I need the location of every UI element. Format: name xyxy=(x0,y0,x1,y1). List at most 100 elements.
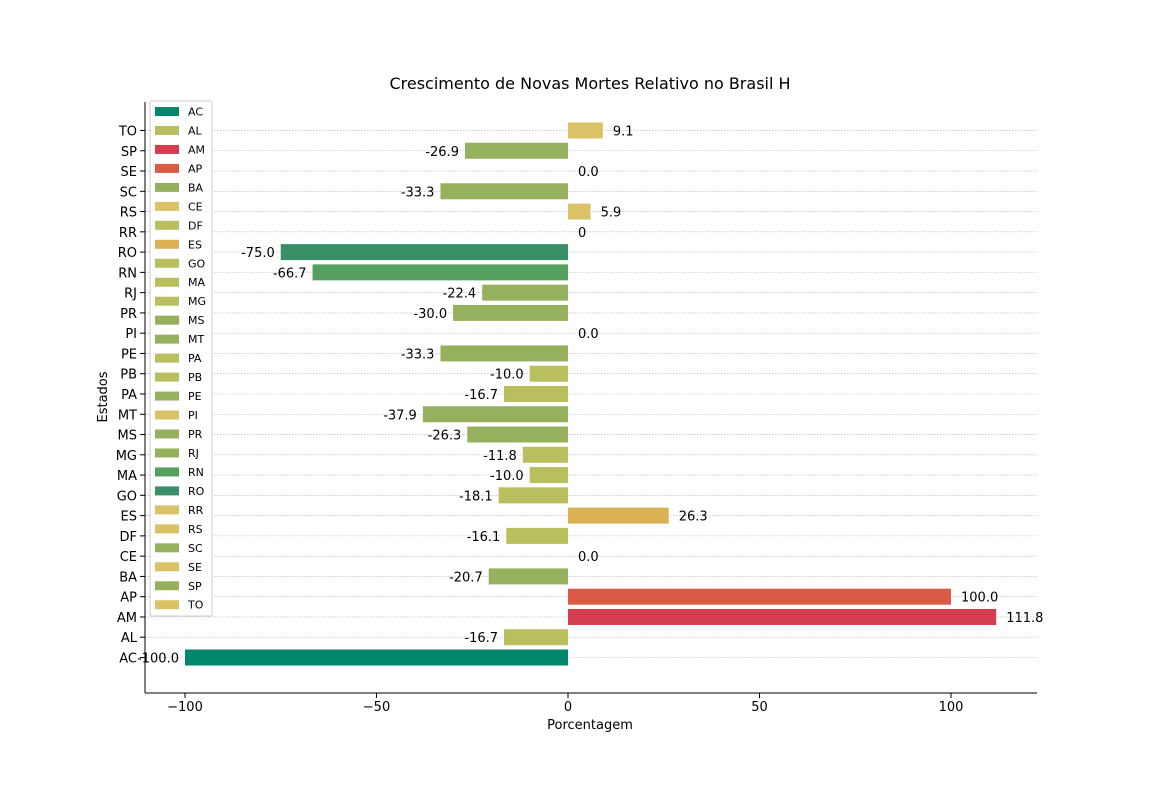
legend-entry-ro: RO xyxy=(188,485,205,498)
legend-swatch-pe xyxy=(155,391,179,401)
bar-pa xyxy=(504,385,568,402)
legend-swatch-ma xyxy=(155,277,179,287)
y-tick-label-df: DF xyxy=(120,530,138,545)
x-tick-label-4: 100 xyxy=(939,700,964,715)
legend-swatch-to xyxy=(155,600,179,610)
legend-swatch-go xyxy=(155,258,179,268)
bar-value-label-pr: -30.0 xyxy=(413,307,447,322)
legend-entry-se: SE xyxy=(188,561,202,574)
bar-to xyxy=(568,122,603,139)
bar-value-label-mt: -37.9 xyxy=(383,408,417,423)
bar-value-label-ba: -20.7 xyxy=(449,570,483,585)
legend-entry-al: AL xyxy=(188,124,203,137)
bar-value-label-sc: -33.3 xyxy=(401,185,435,200)
legend-entry-pi: PI xyxy=(188,409,198,422)
grid-lines xyxy=(145,130,1037,658)
legend-entry-go: GO xyxy=(188,257,206,270)
bar-al xyxy=(504,629,568,646)
y-tick-label-se: SE xyxy=(121,165,137,180)
y-tick-label-es: ES xyxy=(121,510,137,525)
legend-entry-mt: MT xyxy=(188,333,204,346)
chart-title: Crescimento de Novas Mortes Relativo no … xyxy=(389,74,790,93)
bar-value-label-df: -16.1 xyxy=(467,530,501,545)
bar-value-label-rj: -22.4 xyxy=(443,287,477,302)
bar-ms xyxy=(467,426,568,443)
x-tick-label-0: −100 xyxy=(167,700,203,715)
y-tick-label-ce: CE xyxy=(120,550,137,565)
y-tick-label-sc: SC xyxy=(120,185,137,200)
bar-value-label-ma: -10.0 xyxy=(490,469,524,484)
legend-entry-ac: AC xyxy=(188,106,203,119)
bar-value-label-sp: -26.9 xyxy=(425,145,459,160)
legend-swatch-rn xyxy=(155,467,179,477)
y-tick-label-pr: PR xyxy=(120,307,137,322)
bar-es xyxy=(568,507,669,524)
legend-entry-ms: MS xyxy=(188,314,204,327)
y-tick-labels: AC AL AM AP BA CE DF ES GO MA MG MS MT PA PB PE PI PR RJ RN… xyxy=(116,124,145,667)
legend-swatch-pa xyxy=(155,353,179,363)
bar-value-label-pe: -33.3 xyxy=(401,347,435,362)
y-tick-label-rn: RN xyxy=(118,266,137,281)
bar-rn xyxy=(312,264,568,281)
bar-value-label-ms: -26.3 xyxy=(428,429,462,444)
bar-ap xyxy=(568,588,951,605)
legend-entry-rr: RR xyxy=(188,504,204,517)
y-tick-label-mg: MG xyxy=(116,449,137,464)
bar-value-label-se: 0.0 xyxy=(578,165,599,180)
legend-swatch-al xyxy=(155,125,179,135)
legend-swatch-ce xyxy=(155,201,179,211)
bar-value-label-rs: 5.9 xyxy=(601,206,622,221)
legend-swatch-pi xyxy=(155,410,179,420)
bar-value-labels: -100.0 -16.7 111.8 100.0 -20.7 0.0 -16.1 26.3 -1… xyxy=(137,124,1043,666)
legend-entry-rj: RJ xyxy=(188,447,199,460)
bar-pr xyxy=(453,304,568,321)
bar-value-label-pi: 0.0 xyxy=(578,327,599,342)
y-tick-label-mt: MT xyxy=(118,408,137,423)
legend-entry-es: ES xyxy=(188,238,202,251)
x-tick-label-3: 50 xyxy=(751,700,768,715)
bar-value-label-ac: -100.0 xyxy=(137,652,179,667)
y-tick-label-sp: SP xyxy=(121,145,137,160)
legend-entry-to: TO xyxy=(187,599,204,612)
legend-swatch-rs xyxy=(155,524,179,534)
y-tick-label-pa: PA xyxy=(121,388,137,403)
bar-value-label-rn: -66.7 xyxy=(273,266,307,281)
bar-value-label-es: 26.3 xyxy=(679,510,708,525)
bar-sp xyxy=(464,142,568,159)
bar-value-label-to: 9.1 xyxy=(613,124,634,139)
bar-go xyxy=(498,487,568,504)
legend-swatch-pr xyxy=(155,429,179,439)
bars xyxy=(185,122,997,666)
legend-entry-ce: CE xyxy=(188,200,203,213)
legend-entry-pe: PE xyxy=(188,390,202,403)
x-tick-label-1: −50 xyxy=(363,700,390,715)
bar-sc xyxy=(440,183,568,200)
legend-entry-am: AM xyxy=(188,143,205,156)
bar-value-label-rr: 0 xyxy=(578,226,586,241)
bar-value-label-go: -18.1 xyxy=(459,489,493,504)
bar-value-label-am: 111.8 xyxy=(1006,611,1043,626)
legend-swatch-se xyxy=(155,562,179,572)
y-tick-label-to: TO xyxy=(118,124,137,139)
bar-mg xyxy=(522,446,568,463)
y-tick-label-pb: PB xyxy=(120,368,137,383)
legend-swatch-mg xyxy=(155,296,179,306)
bar-pb xyxy=(529,365,568,382)
legend-swatch-ro xyxy=(155,486,179,496)
bar-pe xyxy=(440,345,568,362)
bar-value-label-pa: -16.7 xyxy=(464,388,498,403)
bar-rj xyxy=(482,284,568,301)
legend-swatch-am xyxy=(155,144,179,154)
legend-swatch-ac xyxy=(155,107,179,116)
legend-swatch-ap xyxy=(155,163,179,173)
legend-entry-sp: SP xyxy=(188,580,202,593)
legend-swatch-ms xyxy=(155,315,179,325)
legend-entry-rs: RS xyxy=(188,523,203,536)
y-tick-label-al: AL xyxy=(121,631,138,646)
x-tick-label-2: 0 xyxy=(564,700,572,715)
y-tick-label-rs: RS xyxy=(120,206,137,221)
legend-entry-ap: AP xyxy=(188,162,203,175)
legend-entry-mg: MG xyxy=(188,295,206,308)
y-tick-label-ms: MS xyxy=(118,429,137,444)
legend-swatch-sp xyxy=(155,581,179,591)
